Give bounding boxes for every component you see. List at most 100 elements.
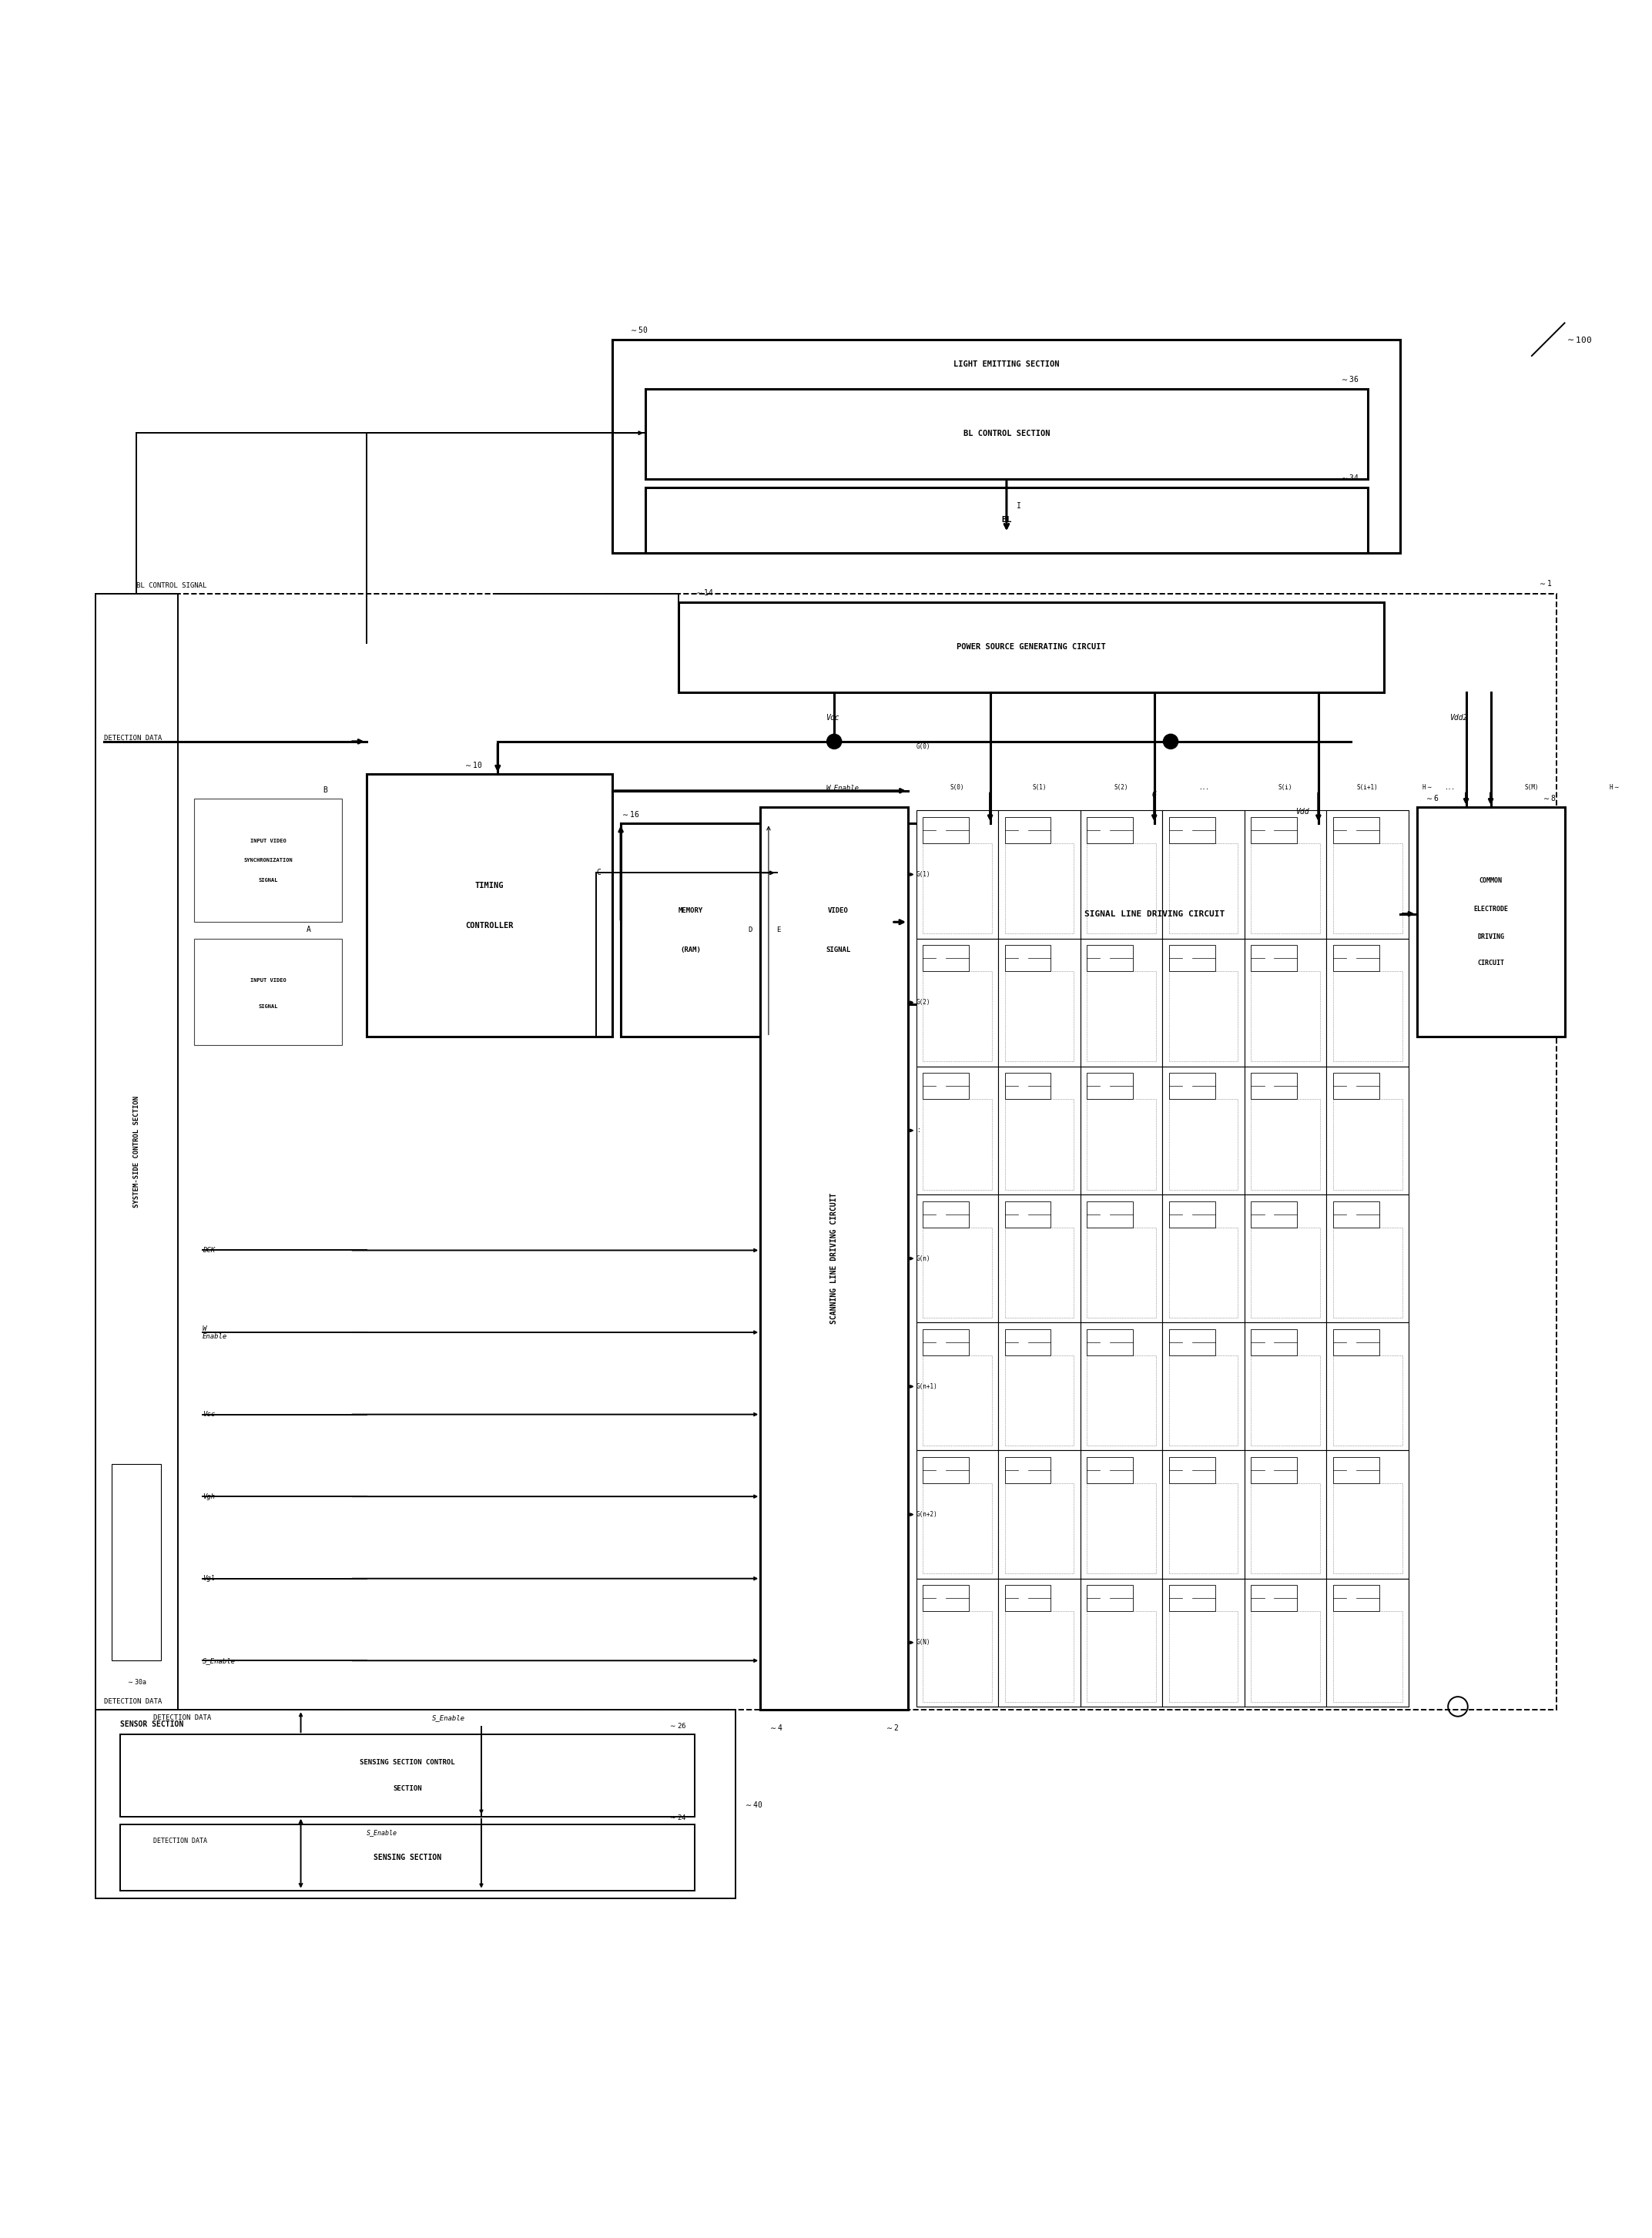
Bar (1333, 1356, 1403, 1446)
Bar (998, 1323, 1080, 1450)
Bar (1170, 1099, 1237, 1191)
Text: $\sim$2: $\sim$2 (885, 1723, 900, 1732)
Text: $\sim$10: $\sim$10 (464, 761, 482, 770)
Text: BL CONTROL SIGNAL: BL CONTROL SIGNAL (137, 582, 206, 589)
Text: POWER SOURCE GENERATING CIRCUIT: POWER SOURCE GENERATING CIRCUIT (957, 642, 1105, 651)
Bar (1170, 971, 1237, 1061)
Bar (923, 944, 968, 971)
Text: C: C (596, 868, 601, 875)
Bar (1004, 1202, 1051, 1226)
Text: G(n+2): G(n+2) (917, 1511, 938, 1517)
Text: A: A (307, 927, 311, 933)
Bar (1004, 817, 1051, 844)
Bar (1087, 1611, 1156, 1701)
Bar (1087, 1099, 1156, 1191)
Bar (1087, 817, 1133, 844)
Bar (1333, 1202, 1379, 1226)
Bar (1170, 1611, 1237, 1701)
Bar (96, 593, 1556, 1710)
Bar (1333, 1484, 1403, 1573)
Text: Vcc: Vcc (202, 1410, 215, 1419)
Bar (1244, 1323, 1327, 1450)
Text: G(n): G(n) (917, 1256, 930, 1262)
Text: $\sim$26: $\sim$26 (669, 1721, 687, 1730)
Bar (768, 824, 909, 1036)
Text: :: : (917, 1128, 920, 1135)
Bar (96, 593, 178, 1710)
Bar (193, 799, 342, 922)
Bar (1251, 817, 1297, 844)
Text: COMMON: COMMON (1479, 877, 1502, 884)
Text: Vgh: Vgh (202, 1493, 215, 1499)
Bar (1244, 810, 1327, 938)
Text: S(i): S(i) (1279, 783, 1292, 790)
Bar (1170, 1072, 1214, 1099)
Bar (1087, 1329, 1133, 1356)
Text: $\sim$30a: $\sim$30a (127, 1676, 147, 1685)
Bar (1251, 1072, 1297, 1099)
Text: SENSING SECTION: SENSING SECTION (373, 1853, 441, 1862)
Bar (1251, 1356, 1320, 1446)
Text: $\sim$16: $\sim$16 (621, 810, 641, 819)
Bar (923, 1099, 991, 1191)
Text: W_
Enable: W_ Enable (202, 1325, 226, 1341)
Bar (1333, 971, 1403, 1061)
Text: MEMORY: MEMORY (679, 906, 704, 913)
Bar (1004, 1226, 1074, 1318)
Text: Vdd: Vdd (1295, 808, 1308, 815)
Bar (1004, 1356, 1074, 1446)
Bar (1251, 1585, 1297, 1611)
Text: I: I (1016, 501, 1021, 510)
Circle shape (826, 734, 841, 750)
Bar (1251, 1484, 1320, 1573)
Bar (1163, 1195, 1244, 1323)
Bar (1333, 1226, 1403, 1318)
Text: DRIVING: DRIVING (1477, 933, 1505, 940)
Bar (1251, 844, 1320, 933)
Text: VIDEO: VIDEO (828, 906, 849, 913)
Bar (1327, 810, 1409, 938)
Text: S(2): S(2) (1115, 783, 1128, 790)
Text: S(1): S(1) (1032, 783, 1046, 790)
Text: SECTION: SECTION (393, 1786, 421, 1793)
Bar (1087, 1072, 1133, 1099)
Bar (1080, 1195, 1163, 1323)
Text: INPUT VIDEO: INPUT VIDEO (249, 839, 286, 844)
Bar (1087, 1457, 1133, 1484)
Bar (917, 1578, 998, 1708)
Text: B: B (324, 786, 327, 794)
Bar (923, 1457, 968, 1484)
Bar (1170, 1585, 1214, 1611)
Text: S_Enable: S_Enable (202, 1656, 236, 1665)
Text: E: E (776, 927, 781, 933)
Text: DETECTION DATA: DETECTION DATA (154, 1837, 206, 1844)
Bar (923, 1356, 991, 1446)
Bar (1333, 1457, 1379, 1484)
Bar (1244, 1195, 1327, 1323)
Bar (1087, 1484, 1156, 1573)
Bar (1163, 1450, 1244, 1578)
Bar (1327, 1068, 1409, 1195)
Bar (1004, 1484, 1074, 1573)
Bar (1004, 1329, 1051, 1356)
Bar (1087, 1202, 1133, 1226)
Text: DETECTION DATA: DETECTION DATA (104, 1699, 162, 1705)
Text: H$\sim$: H$\sim$ (1422, 783, 1432, 790)
Bar (917, 938, 998, 1068)
Text: D: D (748, 927, 752, 933)
Text: SCANNING LINE DRIVING CIRCUIT: SCANNING LINE DRIVING CIRCUIT (831, 1193, 838, 1325)
Bar (917, 1323, 998, 1450)
Text: S_Enable: S_Enable (433, 1714, 466, 1721)
Bar (923, 844, 991, 933)
Bar (1251, 1226, 1320, 1318)
Bar (1170, 817, 1214, 844)
Bar (1080, 1578, 1163, 1708)
Bar (1417, 808, 1564, 1036)
Text: $\sim$6: $\sim$6 (1426, 792, 1441, 801)
Text: CIRCUIT: CIRCUIT (1477, 960, 1505, 967)
Bar (646, 389, 1368, 479)
Bar (1251, 1329, 1297, 1356)
Bar (923, 1226, 991, 1318)
Text: SENSING SECTION CONTROL: SENSING SECTION CONTROL (360, 1759, 454, 1766)
Bar (121, 1734, 695, 1817)
